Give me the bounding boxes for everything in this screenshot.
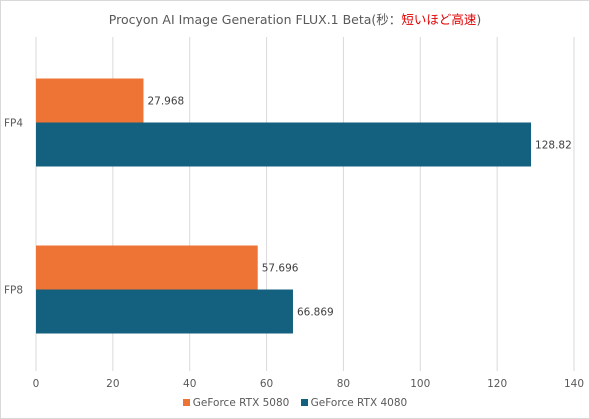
chart-title-highlight: 短いほど高速	[401, 12, 477, 27]
data-label-fp4-geforce-rtx-5080: 27.968	[147, 96, 184, 108]
chart-title-end: )	[476, 12, 482, 27]
bar-fp4-geforce-rtx-4080	[36, 122, 532, 167]
legend-label-rtx5080: GeForce RTX 5080	[192, 397, 290, 409]
legend: GeForce RTX 5080 GeForce RTX 4080	[0, 397, 590, 409]
bar-fp4-geforce-rtx-5080	[36, 78, 144, 123]
x-tick-label-0: 0	[33, 378, 40, 390]
x-tick-label-100: 100	[410, 378, 430, 390]
x-tick-label-80: 80	[337, 378, 350, 390]
chart-title-main: Procyon AI Image Generation FLUX.1 Beta(…	[108, 12, 402, 27]
legend-item-rtx4080: GeForce RTX 4080	[300, 397, 408, 409]
legend-swatch-rtx4080	[300, 398, 308, 406]
data-label-fp8-geforce-rtx-5080: 57.696	[262, 263, 299, 275]
legend-item-rtx5080: GeForce RTX 5080	[182, 397, 290, 409]
category-label-fp4: FP4	[4, 118, 23, 130]
chart-title: Procyon AI Image Generation FLUX.1 Beta(…	[0, 9, 590, 28]
legend-label-rtx4080: GeForce RTX 4080	[310, 397, 408, 409]
category-label-fp8: FP8	[4, 285, 23, 297]
bar-fp8-geforce-rtx-4080	[36, 289, 293, 334]
data-label-fp4-geforce-rtx-4080: 128.82	[535, 140, 572, 152]
legend-swatch-rtx5080	[182, 398, 190, 406]
data-label-fp8-geforce-rtx-4080: 66.869	[297, 307, 334, 319]
x-tick-label-140: 140	[564, 378, 584, 390]
x-tick-label-40: 40	[183, 378, 196, 390]
bar-fp8-geforce-rtx-5080	[36, 245, 258, 290]
x-tick-label-60: 60	[260, 378, 273, 390]
x-tick-label-20: 20	[106, 378, 119, 390]
x-tick-label-120: 120	[487, 378, 507, 390]
